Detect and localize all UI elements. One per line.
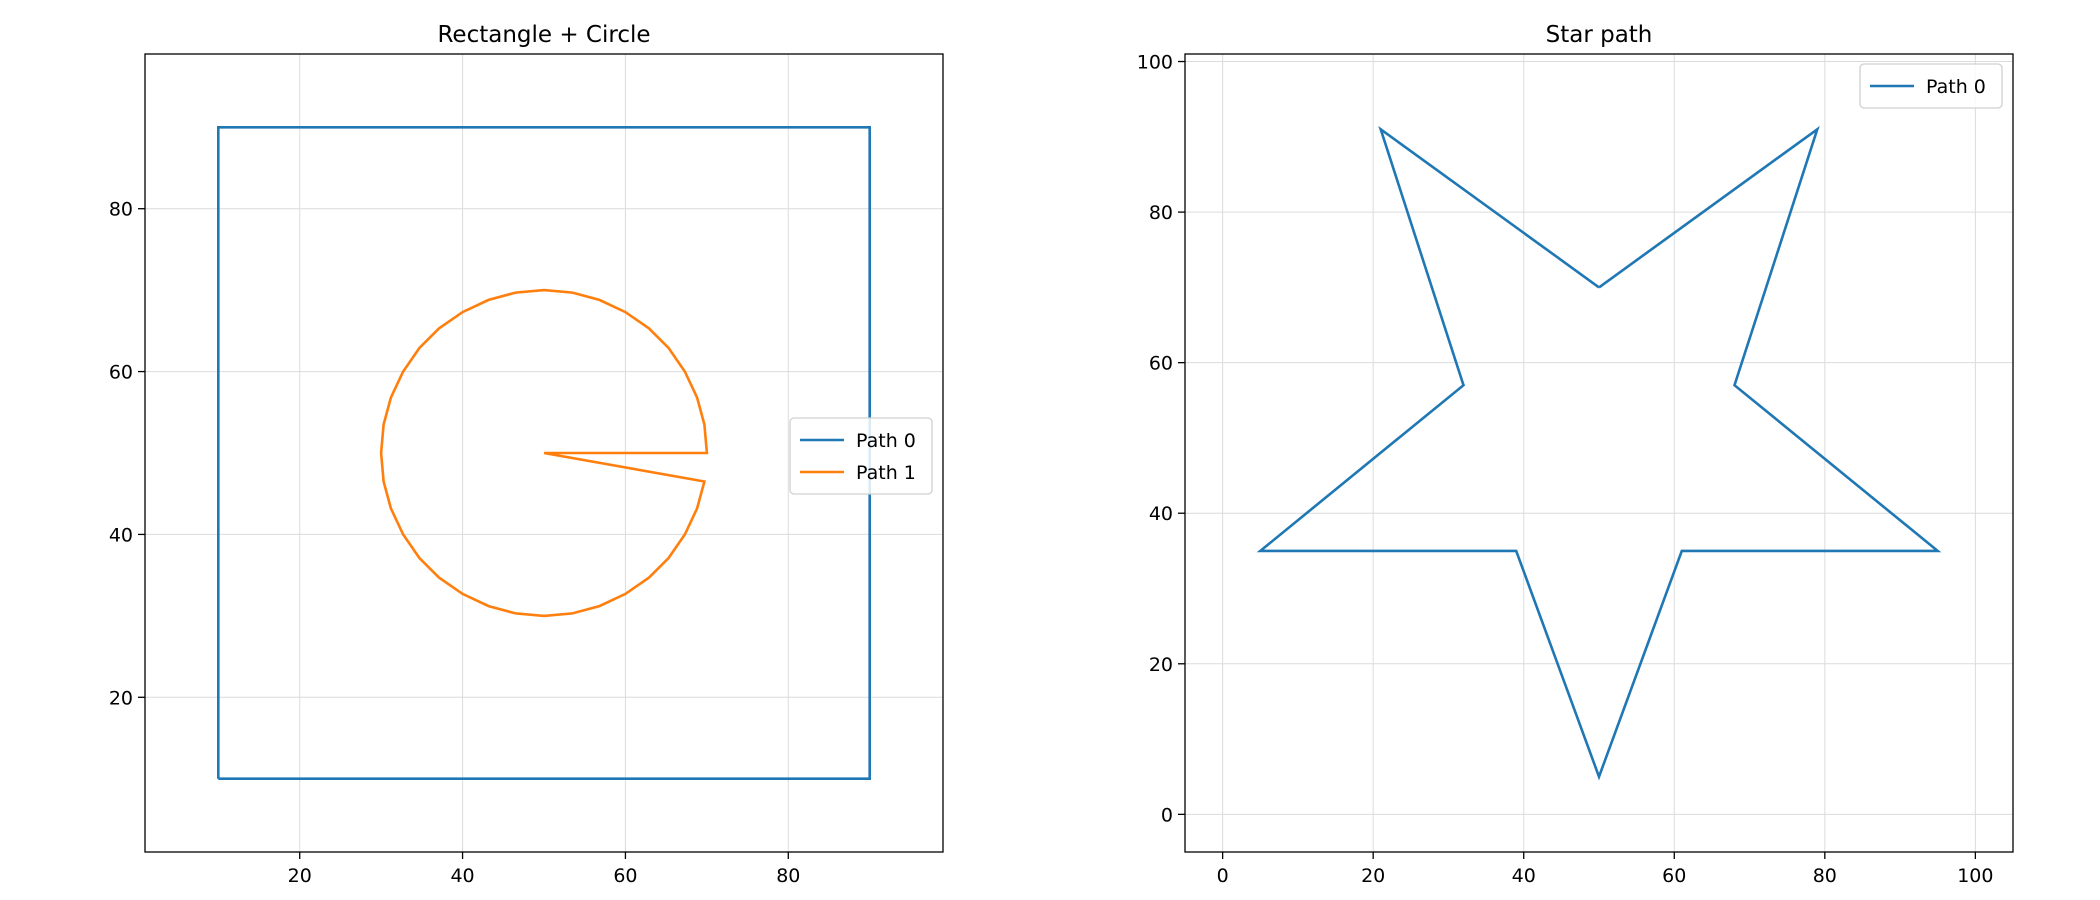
y-tick-label: 80 (109, 199, 133, 221)
x-tick-label: 80 (776, 865, 800, 887)
x-tick-label: 100 (1957, 865, 1993, 887)
chart-title: Rectangle + Circle (437, 22, 650, 48)
legend-label: Path 1 (856, 462, 916, 484)
chart-title: Star path (1546, 22, 1653, 48)
y-tick-label: 20 (109, 687, 133, 709)
y-tick-label: 80 (1149, 202, 1173, 224)
y-tick-label: 0 (1161, 804, 1173, 826)
series-line-path-1 (379, 288, 709, 618)
axes-frame (1184, 53, 2014, 853)
legend-box (789, 417, 933, 495)
series-line-path-0 (1256, 125, 1942, 781)
x-tick-label: 0 (1217, 865, 1229, 887)
x-tick-label: 20 (1361, 865, 1385, 887)
x-tick-label: 60 (1662, 865, 1686, 887)
y-tick-label: 40 (1149, 503, 1173, 525)
x-tick-label: 40 (450, 865, 474, 887)
x-tick-label: 40 (1512, 865, 1536, 887)
chart-rectangle-circle: 20 40 60 80 20 40 60 80 Rectangle + Circle Path… (109, 22, 944, 887)
x-tick-label: 80 (1813, 865, 1837, 887)
legend-box (1859, 63, 2003, 109)
y-tick-label: 40 (109, 524, 133, 546)
chart-star-path: 0 20 40 60 80 100 0 20 40 60 80 100 Star path Path … (1137, 22, 2014, 887)
y-tick-label: 20 (1149, 654, 1173, 676)
legend-label: Path 0 (1926, 76, 1986, 98)
x-tick-label: 60 (613, 865, 637, 887)
x-tick-label: 20 (288, 865, 312, 887)
series-line-path-0 (217, 126, 872, 781)
legend-label: Path 0 (856, 430, 916, 452)
y-tick-label: 60 (109, 362, 133, 384)
y-tick-label: 60 (1149, 353, 1173, 375)
y-tick-label: 100 (1137, 52, 1173, 74)
axes-frame (144, 53, 944, 853)
